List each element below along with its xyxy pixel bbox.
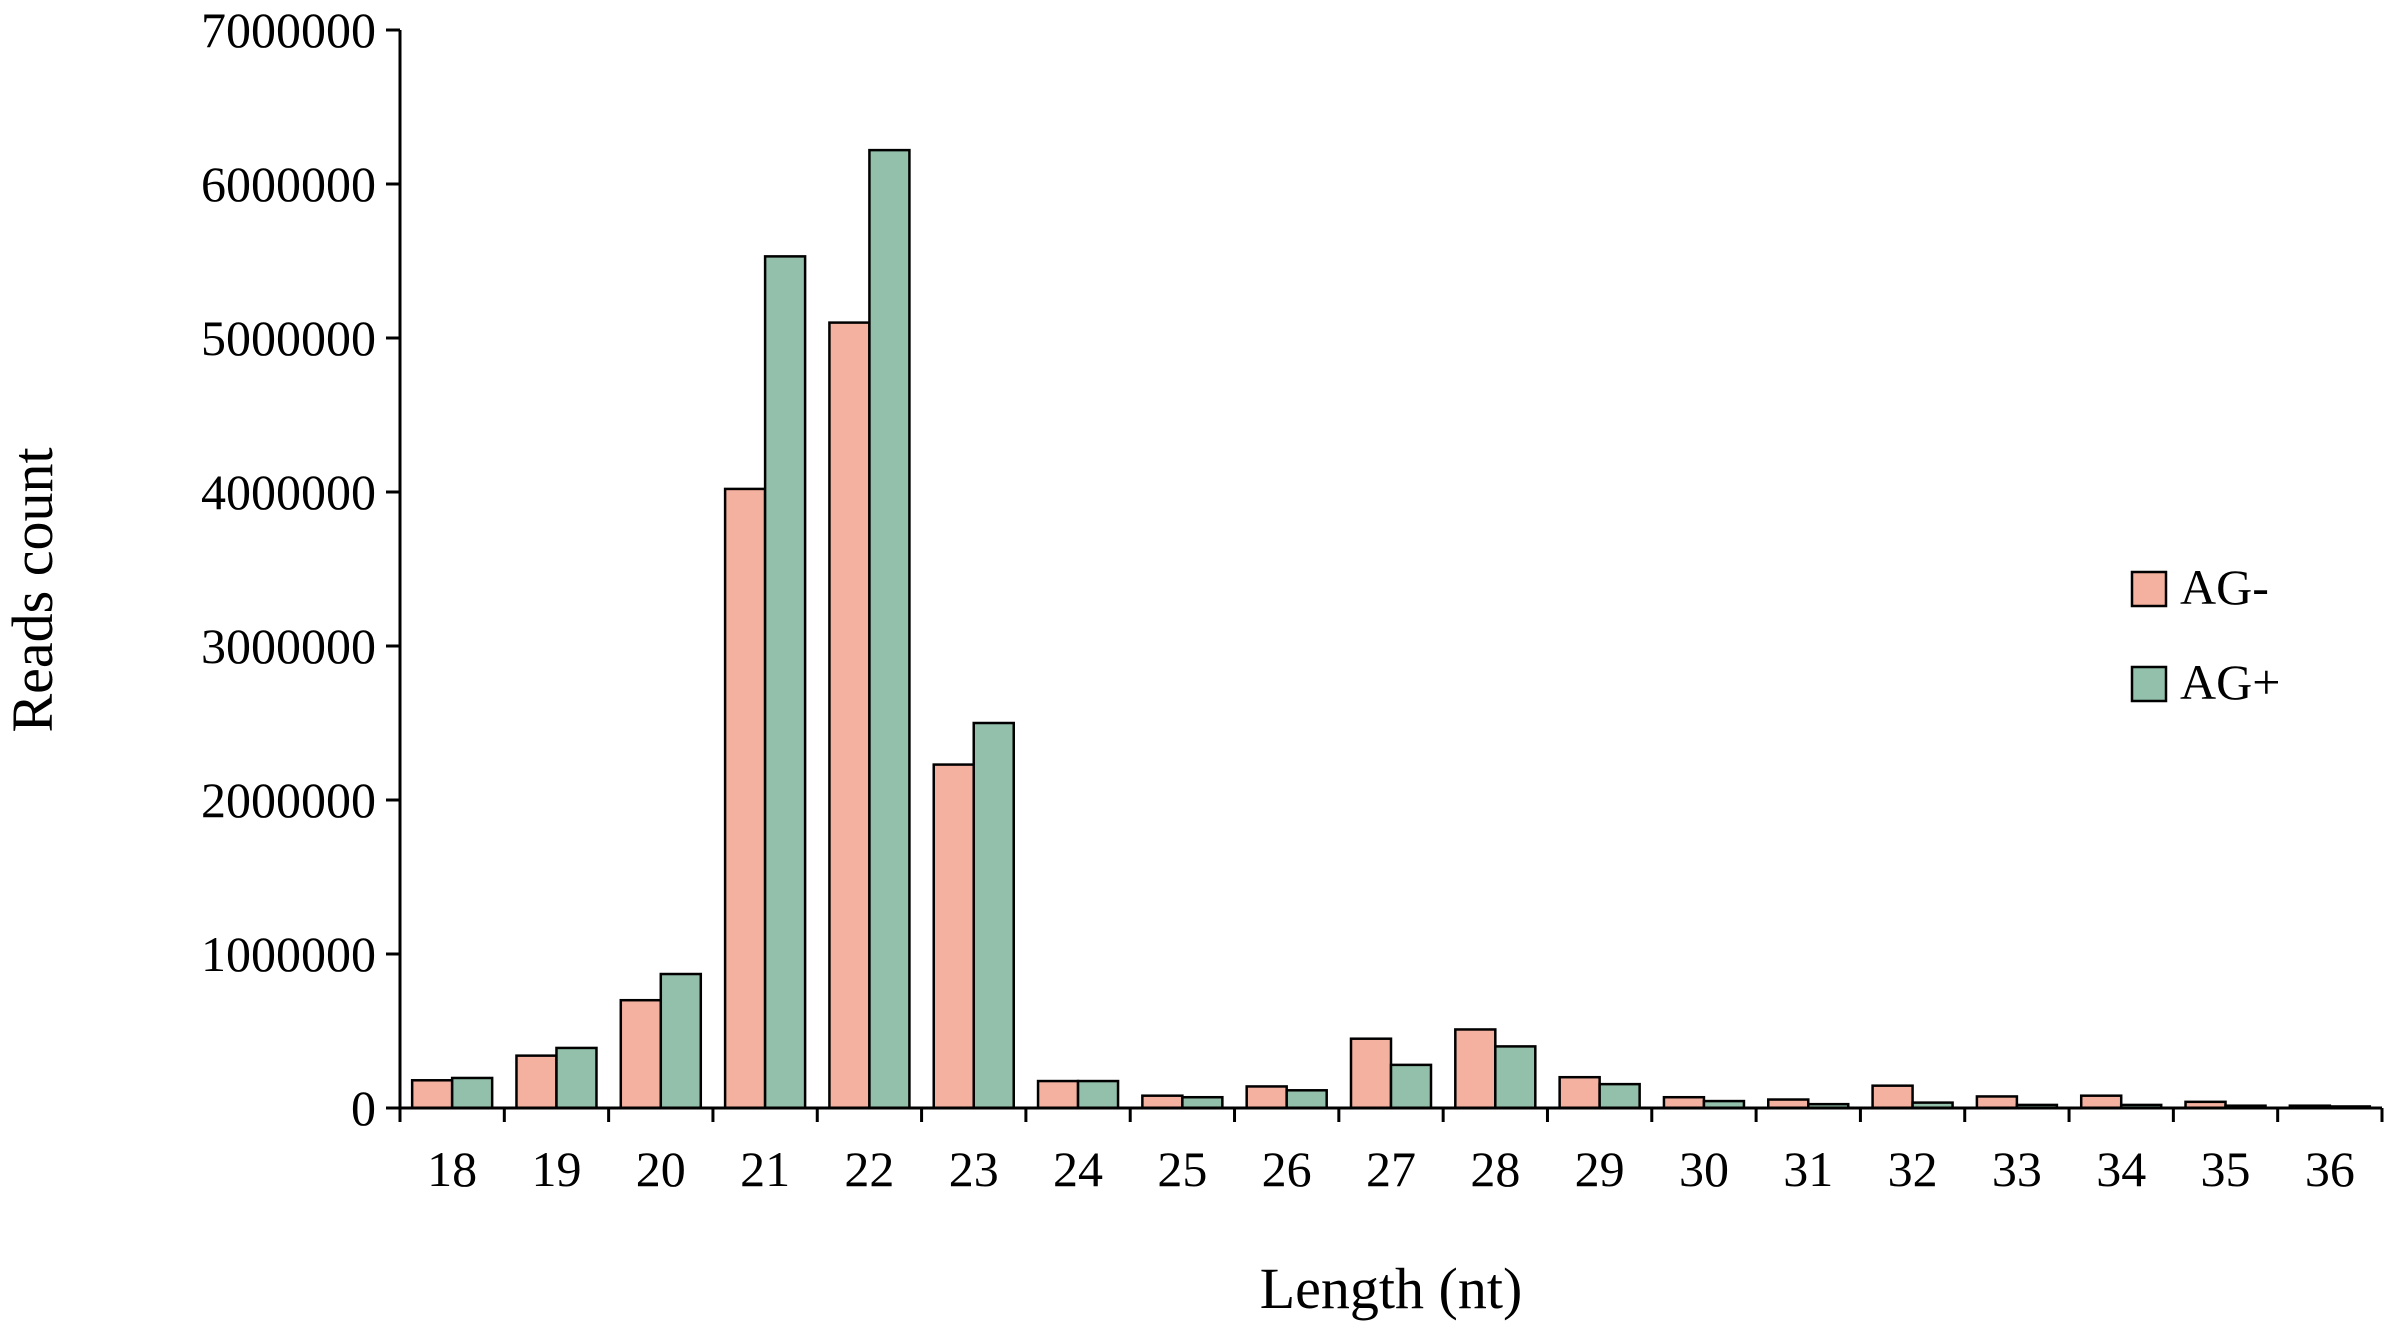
- bar-ag-minus-25: [1141, 1094, 1184, 1110]
- bar-ag-minus-18: [410, 1079, 454, 1110]
- bar-ag-plus-24: [1076, 1079, 1120, 1110]
- bar-ag-plus-25: [1181, 1095, 1224, 1110]
- x-tick-label: 30: [1679, 1141, 1729, 1197]
- x-tick-label: 34: [2096, 1141, 2146, 1197]
- x-tick-label: 28: [1470, 1141, 1520, 1197]
- bar-ag-minus-30: [1662, 1095, 1706, 1110]
- bar-ag-minus-26: [1245, 1085, 1288, 1110]
- bar-ag-minus-20: [619, 998, 663, 1110]
- bar-ag-plus-28: [1494, 1045, 1537, 1110]
- y-axis-title: Reads count: [0, 447, 65, 732]
- bar-ag-minus-27: [1349, 1037, 1393, 1110]
- bar-ag-minus-33: [1975, 1095, 2019, 1110]
- x-tick-label: 25: [1157, 1141, 1207, 1197]
- bar-ag-minus-34: [2079, 1094, 2123, 1110]
- y-tick-label: 2000000: [201, 772, 376, 828]
- legend-swatch-ag-plus: [2130, 665, 2168, 703]
- y-tick-label: 6000000: [201, 156, 376, 212]
- x-tick-label: 24: [1053, 1141, 1103, 1197]
- y-ticks: 0 1000000 2000000 3000000 4000000 5000000 6000…: [201, 2, 400, 1136]
- legend-swatch-ag-minus: [2130, 570, 2168, 608]
- bar-ag-plus-23: [972, 721, 1015, 1110]
- bar-ag-minus-22: [828, 321, 871, 1110]
- bar-ag-plus-29: [1598, 1082, 1641, 1110]
- axes-layer: [398, 30, 2382, 1110]
- bar-ag-minus-19: [515, 1054, 558, 1110]
- y-tick-label: 3000000: [201, 618, 376, 674]
- y-tick-label: 4000000: [201, 464, 376, 520]
- x-tick-label: 21: [740, 1141, 790, 1197]
- x-tick-label: 19: [531, 1141, 581, 1197]
- y-tick-label: 1000000: [201, 926, 376, 982]
- x-ticks: 18 19 20 21 22 23 24 25 26 27 28 29 30 31 32 33 34 35 36: [398, 1108, 2384, 1197]
- y-tick-label: 5000000: [201, 310, 376, 366]
- x-tick-label: 33: [1992, 1141, 2042, 1197]
- bar-ag-plus-20: [659, 972, 703, 1110]
- x-tick-label: 36: [2305, 1141, 2355, 1197]
- legend-label-ag-minus: AG-: [2180, 559, 2269, 615]
- x-tick-label: 20: [636, 1141, 686, 1197]
- bar-ag-plus-21: [763, 255, 807, 1110]
- bar-ag-minus-29: [1558, 1075, 1601, 1110]
- legend: AG- AG+: [2130, 559, 2280, 710]
- bar-ag-plus-18: [450, 1076, 494, 1110]
- x-axis-title: Length (nt): [1260, 1256, 1523, 1321]
- bar-ag-minus-21: [723, 487, 767, 1110]
- x-tick-label: 23: [949, 1141, 999, 1197]
- x-tick-label: 32: [1888, 1141, 1938, 1197]
- x-tick-label: 22: [844, 1141, 894, 1197]
- x-tick-label: 26: [1262, 1141, 1312, 1197]
- legend-label-ag-plus: AG+: [2180, 654, 2280, 710]
- bar-ag-plus-22: [868, 148, 911, 1110]
- x-tick-label: 18: [427, 1141, 477, 1197]
- y-tick-label: 0: [351, 1080, 376, 1136]
- bars-layer: [410, 148, 2372, 1110]
- x-tick-label: 27: [1366, 1141, 1416, 1197]
- bar-ag-plus-19: [555, 1046, 598, 1110]
- bar-ag-plus-26: [1285, 1089, 1328, 1110]
- y-tick-label: 7000000: [201, 2, 376, 58]
- x-tick-label: 29: [1575, 1141, 1625, 1197]
- bar-ag-minus-32: [1871, 1084, 1914, 1110]
- bar-ag-plus-27: [1389, 1063, 1433, 1110]
- bar-ag-minus-28: [1454, 1028, 1497, 1110]
- x-tick-label: 31: [1783, 1141, 1833, 1197]
- bar-ag-minus-23: [932, 763, 975, 1110]
- x-tick-label: 35: [2201, 1141, 2251, 1197]
- bar-ag-minus-24: [1036, 1079, 1080, 1110]
